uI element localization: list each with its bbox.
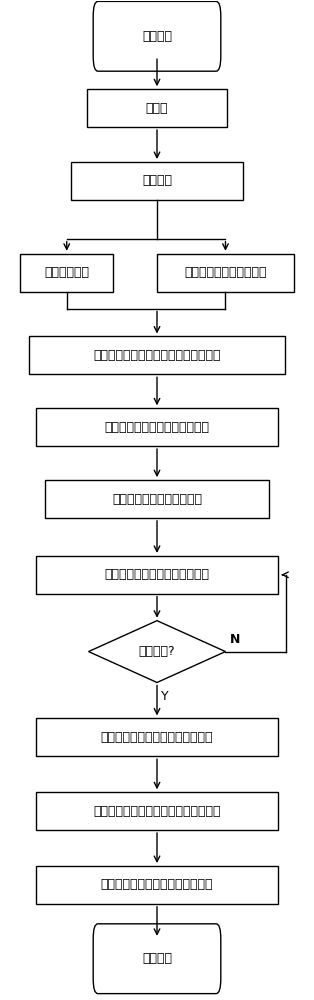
- Bar: [87, 89, 227, 127]
- Text: 受测飞机型号: 受测飞机型号: [44, 266, 89, 279]
- Bar: [30, 336, 284, 374]
- Text: 实验开始: 实验开始: [142, 30, 172, 43]
- Bar: [35, 792, 279, 830]
- Bar: [35, 556, 279, 594]
- Text: Y: Y: [161, 690, 169, 703]
- Polygon shape: [89, 621, 225, 682]
- Text: 生成放电回路阻抗控制策略: 生成放电回路阻抗控制策略: [112, 493, 202, 506]
- FancyBboxPatch shape: [93, 924, 221, 994]
- Text: 在飞机雷击仿真模型库中搜索对应机型: 在飞机雷击仿真模型库中搜索对应机型: [93, 349, 221, 362]
- Bar: [35, 866, 279, 904]
- Text: 将产生的所需波形施加于受测飞机: 将产生的所需波形施加于受测飞机: [101, 878, 213, 891]
- Bar: [35, 408, 279, 446]
- FancyBboxPatch shape: [93, 1, 221, 71]
- Text: 输入参数: 输入参数: [142, 174, 172, 187]
- Text: 专家系统进行放电回路阻抗分析: 专家系统进行放电回路阻抗分析: [105, 421, 209, 434]
- Text: 启动充电回路对电容器组进行充电: 启动充电回路对电容器组进行充电: [101, 731, 213, 744]
- Text: 实验结束: 实验结束: [142, 952, 172, 965]
- Text: 调整成功?: 调整成功?: [139, 645, 175, 658]
- Bar: [157, 254, 294, 292]
- Text: 控制处理单元进行阻抗匹配调整: 控制处理单元进行阻抗匹配调整: [105, 568, 209, 581]
- Text: 实验所需雷电流波形数据: 实验所需雷电流波形数据: [184, 266, 267, 279]
- Text: 放电回路产生实验所需瞬态雷电流波形: 放电回路产生实验所需瞬态雷电流波形: [93, 805, 221, 818]
- Bar: [71, 162, 243, 200]
- Text: N: N: [230, 633, 240, 646]
- Text: 初始化: 初始化: [146, 102, 168, 115]
- Bar: [20, 254, 113, 292]
- Bar: [35, 718, 279, 756]
- Bar: [45, 480, 269, 518]
